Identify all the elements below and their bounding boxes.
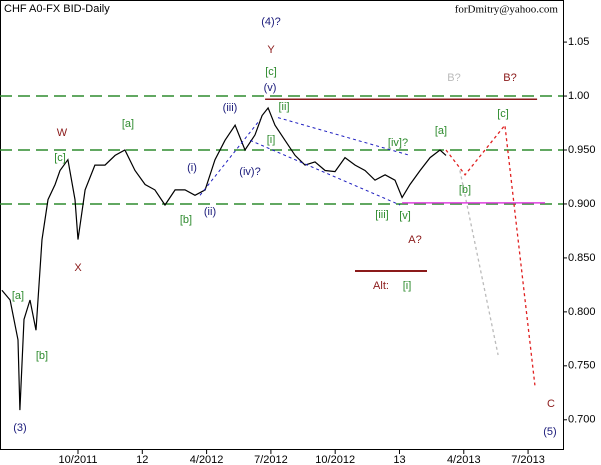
wave-label: [i]: [403, 280, 412, 292]
y-tick-label: 0.950: [568, 144, 596, 156]
wave-label: [b]: [36, 350, 48, 362]
wave-label: (4)?: [261, 16, 281, 28]
wave-label: W: [57, 127, 68, 139]
wave-label: (iv)?: [239, 166, 260, 178]
wave-label: (ii): [204, 206, 216, 218]
wave-label: [a]: [435, 125, 447, 137]
x-tick-label: 7/2013: [511, 454, 545, 465]
wave-label: B?: [503, 72, 516, 84]
wave-label: [a]: [12, 290, 24, 302]
wave-label: [iii]: [375, 209, 388, 221]
y-tick-label: 0.750: [568, 360, 596, 372]
chart-title: CHF A0-FX BID-Daily: [4, 3, 110, 15]
series-line: [1, 106, 447, 411]
wave-label: (v): [264, 82, 277, 94]
wave-label: [ii]: [279, 101, 290, 113]
y-tick-label: 0.900: [568, 198, 596, 210]
wave-label: (i): [187, 162, 197, 174]
wave-label: C: [547, 398, 555, 410]
series-line: [199, 119, 261, 196]
x-tick-label: 4/2013: [447, 454, 481, 465]
series-line: [277, 117, 411, 156]
x-tick-label: 12: [136, 454, 148, 465]
wave-label: X: [74, 262, 82, 274]
wave-label: [i]: [267, 134, 276, 146]
wave-label: (3): [13, 422, 26, 434]
wave-label: [a]: [122, 118, 134, 130]
wave-label: (iii): [223, 102, 238, 114]
x-tick-label: 10/2012: [315, 454, 355, 465]
y-tick-label: 0.800: [568, 306, 596, 318]
x-tick-label: 13: [393, 454, 405, 465]
y-tick-label: 1.00: [568, 90, 589, 102]
wave-label: [v]: [399, 210, 411, 222]
wave-label: [b]: [180, 214, 192, 226]
wave-label: [c]: [54, 152, 66, 164]
wave-label: [iv]?: [388, 137, 408, 149]
x-tick-label: 10/2011: [59, 454, 98, 465]
series-line: [459, 170, 499, 356]
wave-label: Y: [267, 44, 275, 56]
y-tick-label: 1.05: [568, 36, 589, 48]
y-tick-label: 0.850: [568, 252, 596, 264]
wave-label: [c]: [497, 108, 509, 120]
wave-label: B?: [447, 72, 460, 84]
plot-frame: [0, 0, 564, 450]
wave-label: [b]: [459, 184, 471, 196]
wave-label: (5): [543, 426, 556, 438]
wave-label: A?: [408, 234, 421, 246]
x-tick-label: 4/2012: [190, 454, 224, 465]
y-tick-label: 0.700: [568, 414, 596, 426]
wave-label: [c]: [265, 66, 277, 78]
wave-label: Alt:: [373, 280, 389, 292]
chart-subtitle: forDmitry@yahoo.com: [455, 4, 559, 16]
x-tick-label: 7/2012: [254, 454, 288, 465]
